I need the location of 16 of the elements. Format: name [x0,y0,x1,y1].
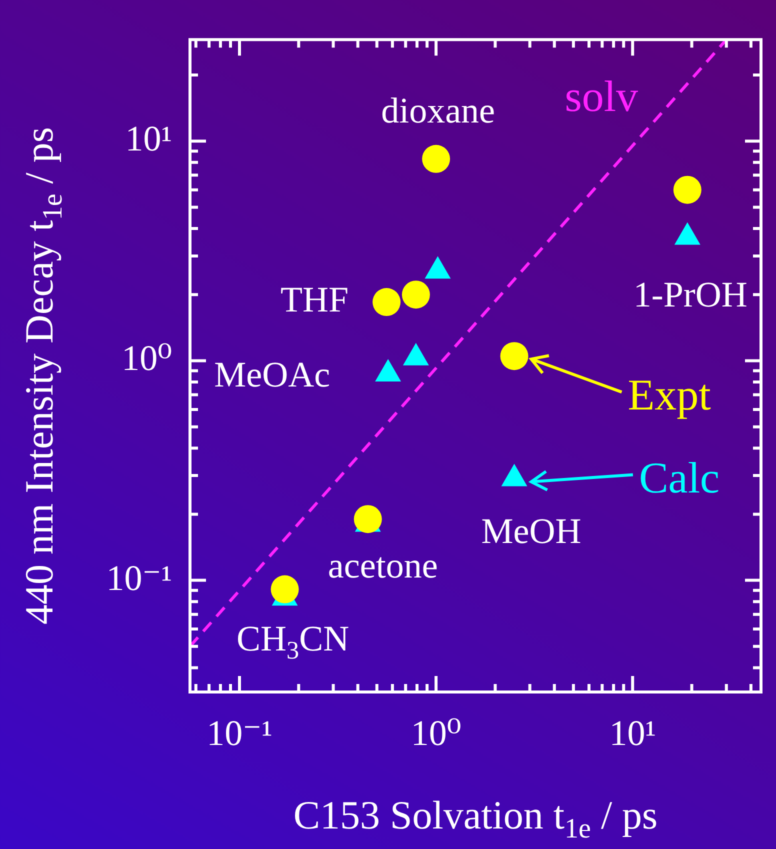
x-tick-label: 10¹ [609,713,656,754]
y-tick-label: 10⁻¹ [106,558,172,598]
series-label: solv [564,72,638,122]
annotation: 1-PrOH [633,274,748,315]
annotation: MeOH [481,511,582,552]
x-tick-label: 10⁻¹ [206,713,272,754]
y-tick-label: 10¹ [125,118,172,159]
annotation: THF [280,280,349,320]
y-axis-title: 440 nm Intensity Decay t1e / ps [16,127,68,625]
annotation: acetone [328,546,438,586]
y-tick-label: 10⁰ [122,338,172,378]
text: Calc [638,453,720,502]
x-tick-label: 10⁰ [410,713,462,754]
annotation: dioxane [381,90,496,130]
text: Expt [628,370,711,420]
annotation: MeOAc [214,354,330,394]
